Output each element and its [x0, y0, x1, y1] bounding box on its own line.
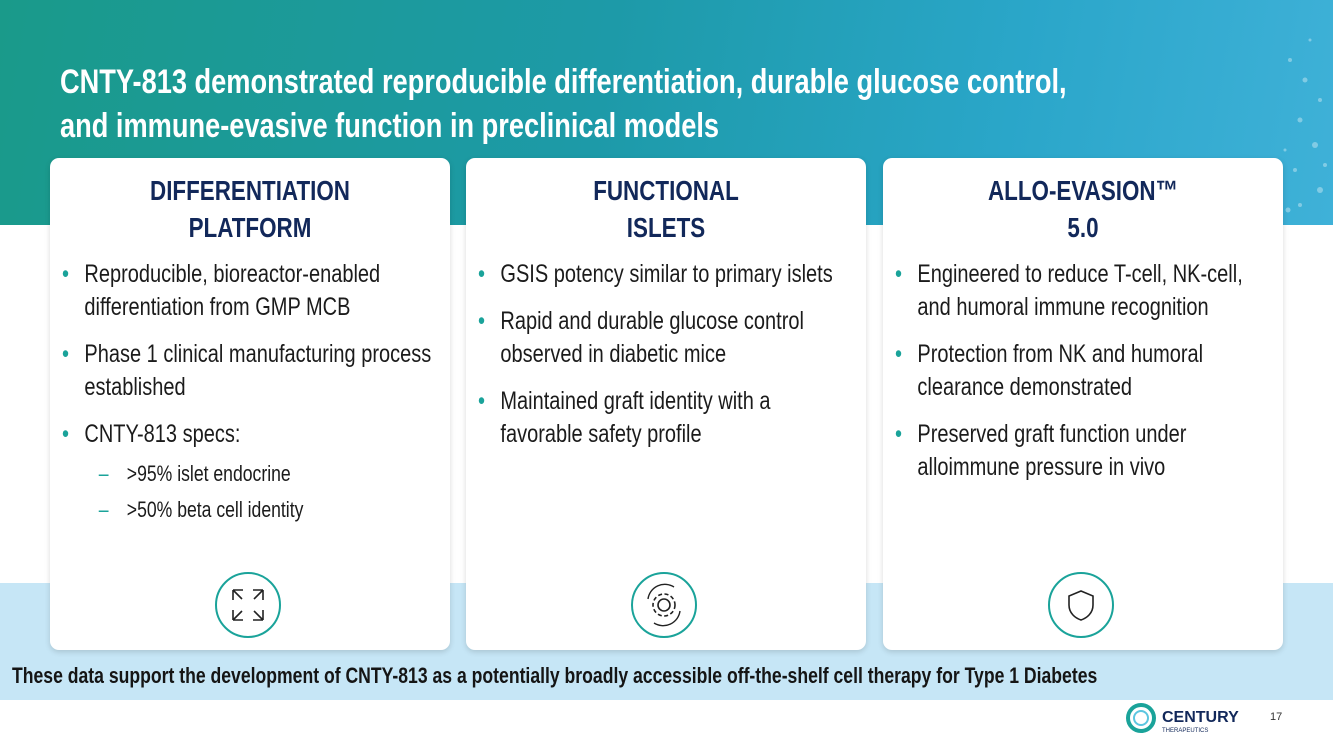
bullet: • Rapid and durable glucose control obser… — [478, 305, 850, 371]
bullet-list: • Reproducible, bioreactor-enabled differ… — [62, 258, 434, 537]
heading-line: ISLETS — [626, 212, 706, 243]
bullet-dot: • — [895, 420, 903, 448]
bullet-text: GSIS potency similar to primary islets — [500, 260, 833, 288]
heading-line: ALLO-EVASION™ — [988, 175, 1178, 206]
dot-pattern — [1283, 38, 1327, 213]
card-icon — [215, 572, 281, 638]
bullet-text: Phase 1 clinical manufacturing process e… — [84, 340, 432, 401]
bullet-text: Preserved graft function under alloimmun… — [917, 420, 1187, 481]
bullet-text: Engineered to reduce T-cell, NK-cell, an… — [917, 260, 1243, 321]
sub-dash: – — [98, 497, 109, 522]
bullet: • CNTY-813 specs: – >95% islet endocrine – >5… — [62, 418, 434, 523]
bullet-dot: • — [478, 260, 486, 288]
logo-subtext: THERAPEUTICS — [1162, 728, 1208, 734]
heading-line: DIFFERENTIATION — [150, 175, 350, 206]
bullet-text: CNTY-813 specs: — [84, 420, 241, 448]
slide-title: CNTY-813 demonstrated reproducible diffe… — [60, 60, 1308, 148]
card: FUNCTIONAL ISLETS • GSIS potency similar to… — [466, 158, 866, 650]
card-heading: ALLO-EVASION™ 5.0 — [883, 172, 1283, 246]
bullet-dot: • — [478, 307, 486, 335]
bullet: • GSIS potency similar to primary islets — [478, 258, 850, 291]
card-icon — [631, 572, 697, 638]
card: DIFFERENTIATION PLATFORM • Reproducible, bi… — [50, 158, 450, 650]
bullet-text: Rapid and durable glucose control observ… — [500, 307, 804, 368]
bullet-dot: • — [62, 340, 70, 368]
bullet-dot: • — [478, 387, 486, 415]
bullet: • Engineered to reduce T-cell, NK-cell, a… — [895, 258, 1267, 324]
bullet: • Protection from NK and humoral clearanc… — [895, 338, 1267, 404]
bullet-dot: • — [895, 340, 903, 368]
card-icon — [1048, 572, 1114, 638]
logo-text: CENTURY — [1162, 709, 1239, 726]
sub-bullet: – >95% islet endocrine — [84, 461, 434, 487]
bullet-dot: • — [62, 420, 70, 448]
heading-line: FUNCTIONAL — [593, 175, 739, 206]
sub-bullet: – >50% beta cell identity — [84, 497, 434, 523]
bullet-dot: • — [62, 260, 70, 288]
bullet: • Phase 1 clinical manufacturing process … — [62, 338, 434, 404]
card: ALLO-EVASION™ 5.0 • Engineered to reduce T-… — [883, 158, 1283, 650]
bullet-list: • Engineered to reduce T-cell, NK-cell, a… — [895, 258, 1267, 498]
title-line: and immune-evasive function in preclinic… — [60, 107, 720, 145]
page-number: 17 — [1270, 711, 1283, 723]
bullet-list: • GSIS potency similar to primary islets •… — [478, 258, 850, 465]
bullet-text: Reproducible, bioreactor-enabled differe… — [84, 260, 381, 321]
bullet: • Maintained graft identity with a favora… — [478, 385, 850, 451]
bullet: • Preserved graft function under alloimmu… — [895, 418, 1267, 484]
sub-dash: – — [98, 461, 109, 486]
card-heading: DIFFERENTIATION PLATFORM — [50, 172, 450, 246]
logo: CENTURY THERAPEUTICS — [1126, 703, 1239, 734]
card-heading: FUNCTIONAL ISLETS — [466, 172, 866, 246]
sub-bullet-text: >95% islet endocrine — [126, 461, 291, 486]
bullet-dot: • — [895, 260, 903, 288]
heading-line: PLATFORM — [188, 212, 312, 243]
bullet: • Reproducible, bioreactor-enabled differ… — [62, 258, 434, 324]
sub-bullet-text: >50% beta cell identity — [126, 497, 304, 522]
heading-line: 5.0 — [1067, 212, 1099, 243]
bullet-text: Protection from NK and humoral clearance… — [917, 340, 1204, 401]
footer-statement: These data support the development of CN… — [12, 663, 1098, 688]
bullet-text: Maintained graft identity with a favorab… — [500, 387, 771, 448]
title-line: CNTY-813 demonstrated reproducible diffe… — [60, 63, 1067, 101]
